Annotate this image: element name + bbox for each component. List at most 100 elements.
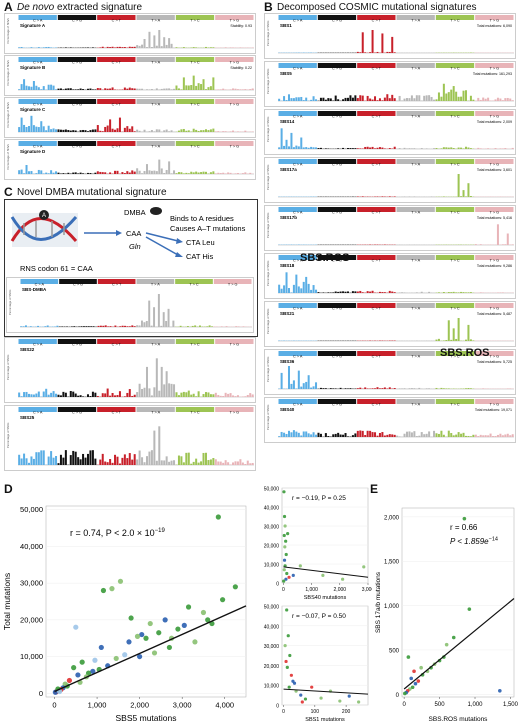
signature-bar <box>393 388 396 389</box>
signature-bar <box>442 292 445 293</box>
signature-bar <box>136 392 139 397</box>
data-point <box>122 652 128 658</box>
signature-bar <box>232 395 235 397</box>
signature-bar <box>143 171 146 174</box>
signature-bar <box>179 325 182 327</box>
sbs-ros-label-1: SBS.ROS <box>300 252 350 264</box>
signature-bar <box>141 388 144 397</box>
panel-e-scatter: 0 500 1,000 1,500 2,000 0 500 1,000 1,500 SBS.ROS… <box>375 507 519 723</box>
signature-bar <box>280 288 283 293</box>
signature-bar <box>64 88 67 90</box>
signature-bar <box>91 89 94 90</box>
data-point <box>291 573 295 577</box>
signature-bar <box>72 89 75 90</box>
class-bar <box>97 57 136 62</box>
signature-bar <box>30 115 33 132</box>
signature-bar <box>56 325 59 327</box>
signature-bar <box>217 172 220 174</box>
signature-bar <box>99 130 102 132</box>
signature-bar <box>64 450 67 465</box>
signature-bar <box>440 96 443 101</box>
signature-bar <box>467 388 470 389</box>
signature-bar <box>209 459 212 465</box>
class-bar <box>97 99 136 104</box>
signature-bar <box>467 147 470 149</box>
class-label: T > C <box>450 163 460 167</box>
signature-name: Signature B <box>20 65 46 70</box>
data-point <box>287 575 291 579</box>
signature-bar <box>462 432 465 437</box>
signature-bar <box>42 450 45 465</box>
signature-bar <box>359 95 362 101</box>
signature-bar <box>177 130 180 132</box>
class-bar <box>317 351 357 356</box>
class-label: C > A <box>293 19 303 23</box>
signature-bar <box>77 173 80 174</box>
signature-bar <box>185 452 188 465</box>
class-label: T > G <box>490 19 500 23</box>
signature-bar <box>388 98 391 101</box>
class-bar <box>357 303 396 308</box>
signature-bar <box>501 435 504 437</box>
signature-bar <box>484 435 487 437</box>
signature-bar <box>351 291 354 293</box>
y-tick-label: 0 <box>276 582 279 588</box>
signature-bar <box>195 85 198 90</box>
signature-bar <box>40 121 43 132</box>
class-label: C > A <box>293 67 303 71</box>
class-bar <box>435 15 475 20</box>
signature-bar <box>452 86 455 101</box>
signature-bar <box>398 436 401 437</box>
data-point <box>134 633 141 639</box>
signature-bar <box>383 435 386 437</box>
signature-bar <box>305 97 308 101</box>
class-bar <box>20 279 59 284</box>
class-bar <box>317 255 357 260</box>
signature-ylabel: Percentage of SNVs <box>266 212 270 238</box>
signature-bar <box>30 47 33 48</box>
signature-bar <box>141 88 144 90</box>
signature-bar <box>295 388 298 389</box>
signature-bar <box>175 47 178 48</box>
x-tick-label: 500 <box>435 702 446 708</box>
signature-bar <box>280 431 283 437</box>
signature-bar <box>420 291 423 293</box>
signature-bar <box>361 196 364 197</box>
signature-bar <box>440 148 443 149</box>
signature-bar <box>217 131 220 132</box>
signature-bar <box>24 325 27 327</box>
signature-bar <box>191 325 194 327</box>
signature-bar <box>403 147 406 149</box>
class-bar <box>475 351 514 356</box>
signature-bar <box>290 132 293 149</box>
class-bar <box>18 57 57 62</box>
annotation-exponent: −19 <box>155 528 166 534</box>
signature-bar <box>224 173 227 174</box>
signature-bar <box>381 292 384 293</box>
signature-bar <box>160 325 163 327</box>
signature-bar <box>57 463 60 465</box>
class-bar <box>59 279 97 284</box>
signature-bar <box>339 434 342 437</box>
class-label: T > C <box>450 19 460 23</box>
class-label: T > G <box>230 343 240 347</box>
signature-bar <box>334 95 337 101</box>
class-bar <box>396 15 435 20</box>
signature-bar <box>469 388 472 389</box>
signature-bar <box>126 171 129 174</box>
signature-bar <box>121 457 124 465</box>
signature-bar <box>96 88 99 90</box>
signature-bar <box>163 172 166 174</box>
class-bar <box>215 141 254 146</box>
signature-bar <box>162 312 165 327</box>
signature-bar <box>182 462 185 465</box>
y-tick-label: 1,500 <box>384 560 400 566</box>
signature-bar <box>423 434 426 437</box>
signature-bar <box>20 169 23 174</box>
signature-bar <box>82 396 85 397</box>
signature-bar <box>393 292 396 293</box>
signature-bar <box>222 172 225 174</box>
signature-bar <box>114 47 117 48</box>
signature-bar <box>150 89 153 90</box>
signature-bar <box>79 172 82 174</box>
